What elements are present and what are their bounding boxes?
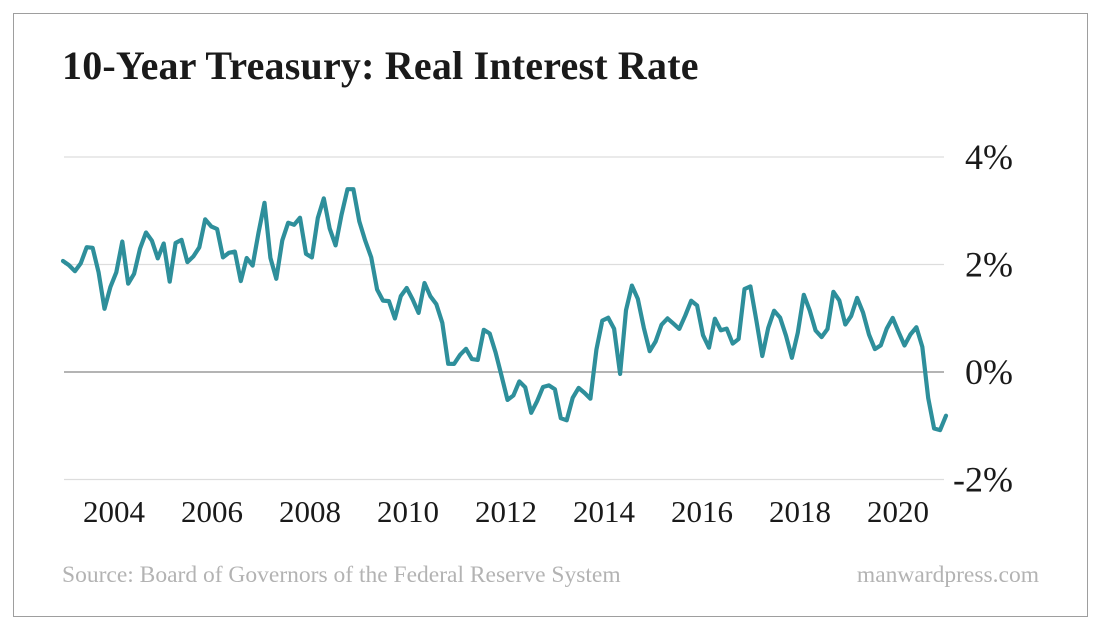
svg-text:0%: 0% [965,352,1013,392]
svg-text:2020: 2020 [867,494,929,529]
svg-text:2%: 2% [965,245,1013,285]
svg-text:2010: 2010 [377,494,439,529]
svg-text:2006: 2006 [181,494,243,529]
svg-text:2004: 2004 [83,494,146,529]
svg-text:2012: 2012 [475,494,537,529]
svg-text:4%: 4% [965,137,1013,177]
svg-text:2018: 2018 [769,494,831,529]
svg-text:2014: 2014 [573,494,636,529]
svg-text:2016: 2016 [671,494,733,529]
svg-text:-2%: -2% [953,460,1013,500]
svg-text:2008: 2008 [279,494,341,529]
